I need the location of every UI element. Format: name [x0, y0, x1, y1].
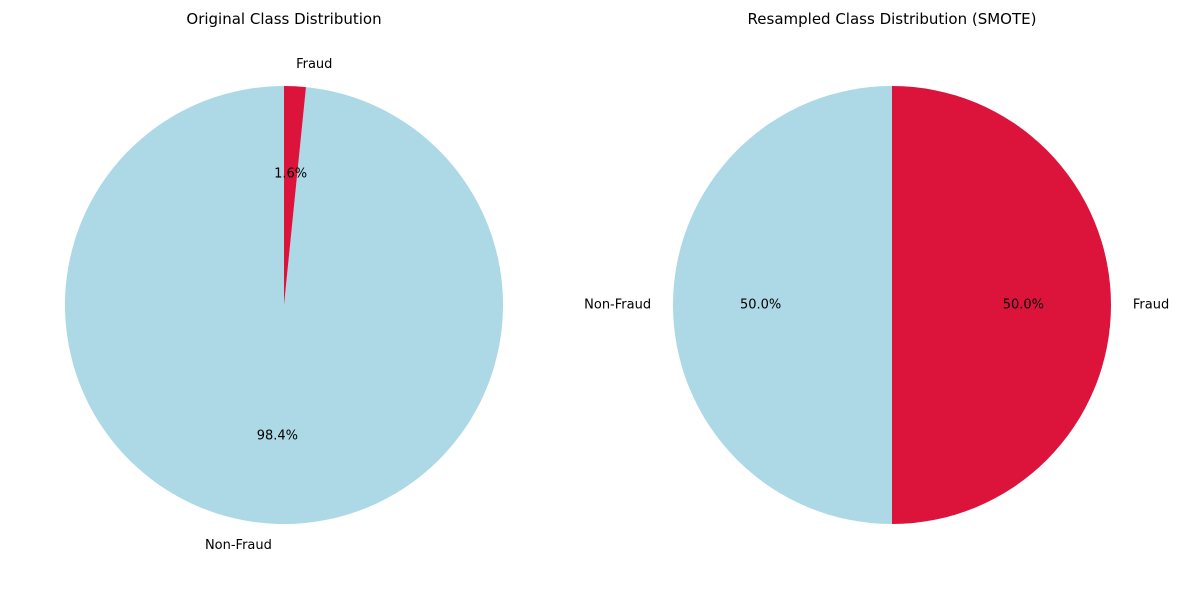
pie-slice-non-fraud [673, 86, 892, 524]
slice-percent-fraud: 50.0% [1003, 298, 1044, 313]
pie-chart-resampled: Resampled Class Distribution (SMOTE) Non… [584, 10, 1169, 524]
pie-slices-original [64, 86, 503, 524]
slice-label-non-fraud: Non-Fraud [205, 538, 272, 553]
chart-title-original: Original Class Distribution [186, 10, 381, 28]
pie-labels-original: Non-Fraud 98.4% Fraud 1.6% [205, 57, 333, 553]
chart-title-resampled: Resampled Class Distribution (SMOTE) [748, 10, 1037, 28]
slice-label-fraud: Fraud [296, 57, 332, 72]
slice-percent-fraud: 1.6% [274, 166, 307, 181]
slice-percent-non-fraud: 50.0% [740, 298, 781, 313]
slice-percent-non-fraud: 98.4% [257, 429, 298, 444]
pie-labels-resampled: Non-Fraud 50.0% Fraud 50.0% [584, 298, 1169, 313]
pie-slice-fraud [284, 86, 306, 305]
pie-slice-non-fraud [64, 86, 503, 524]
pie-slice-fraud [892, 86, 1111, 524]
pie-slices-resampled [673, 86, 1111, 524]
pie-chart-original: Original Class Distribution Non-Fraud 98.… [64, 10, 503, 553]
slice-label-non-fraud: Non-Fraud [584, 298, 651, 313]
slice-label-fraud: Fraud [1133, 298, 1169, 313]
